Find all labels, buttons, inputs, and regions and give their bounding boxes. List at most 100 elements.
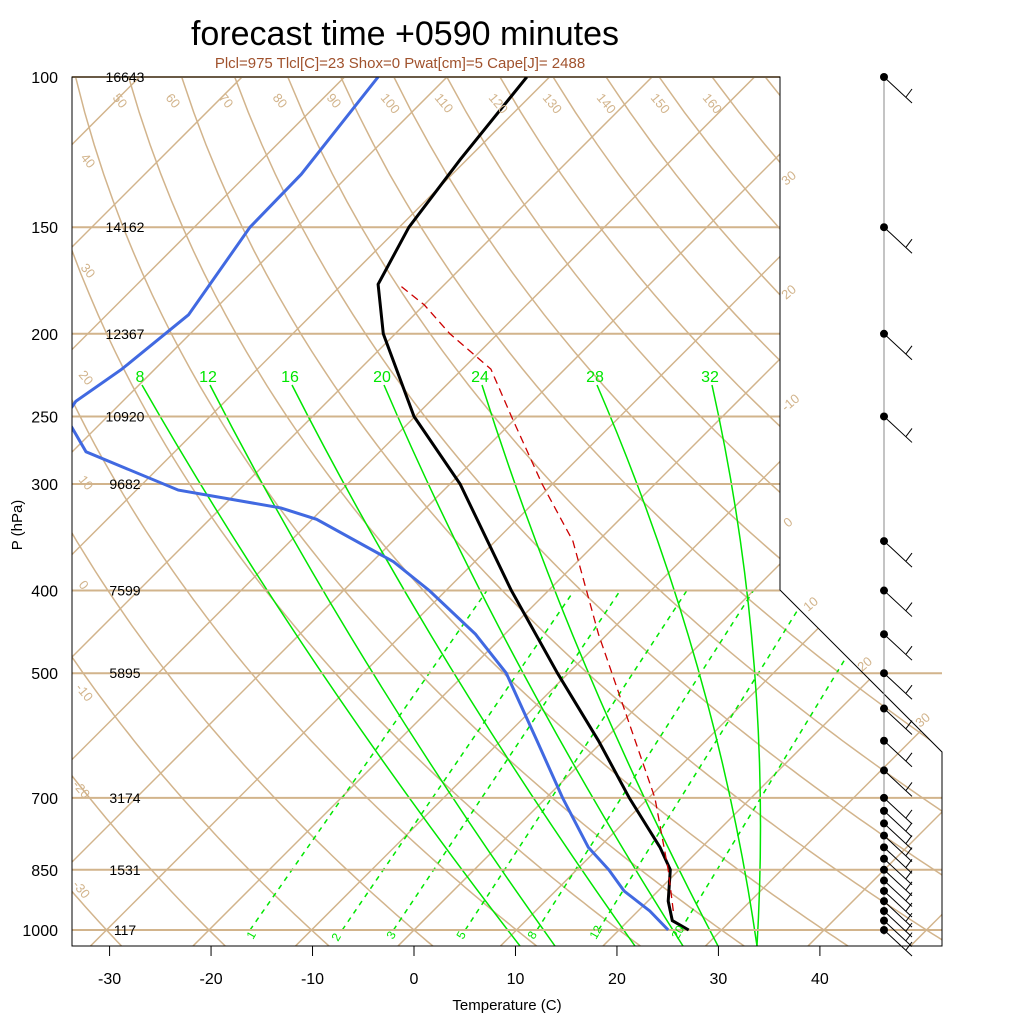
- moist-adiabat-label: 8: [136, 369, 145, 386]
- wind-barb: [883, 823, 913, 850]
- moist-adiabat-line: [596, 384, 758, 946]
- dry-adiabat-line: [366, 77, 942, 946]
- wind-barb: [883, 858, 913, 886]
- height-label: 117: [114, 922, 137, 938]
- x-tick-label: -10: [301, 971, 324, 988]
- x-tick-label: 0: [410, 971, 419, 988]
- isotherm-line: [497, 77, 942, 946]
- moist-adiabat-label: 16: [281, 369, 299, 386]
- dry-adiabat-label: 70: [216, 90, 237, 111]
- wind-barb: [883, 226, 913, 254]
- isotherm-line: [190, 77, 942, 946]
- dry-adiabat-line: [72, 77, 540, 946]
- wind-barb-flag: [905, 602, 913, 611]
- wind-barb-flag: [905, 645, 913, 655]
- pressure-tick-label: 300: [31, 477, 58, 494]
- isotherm-line: [395, 77, 942, 946]
- mixing-ratio-label: 12: [586, 923, 605, 942]
- height-label: 14162: [106, 219, 145, 235]
- dewpoint-profile: [72, 77, 670, 932]
- moist-adiabat-line: [481, 384, 719, 946]
- isotherm-label: 20: [76, 367, 97, 388]
- pressure-tick-label: 100: [31, 70, 58, 87]
- x-tick-label: -30: [98, 971, 121, 988]
- dry-adiabat-line: [72, 77, 332, 946]
- moist-adiabat-label: 12: [199, 369, 217, 386]
- wind-barb-flag: [905, 847, 913, 856]
- pressure-tick-label: 850: [31, 863, 58, 880]
- isotherm-right-label: 30: [912, 710, 933, 731]
- isotherm-line: [0, 0, 21, 948]
- wind-barb: [883, 797, 913, 825]
- wind-barb: [883, 869, 913, 897]
- wind-barb-flag: [905, 835, 913, 844]
- wind-barb: [883, 672, 913, 700]
- dry-adiabat-line: [595, 77, 942, 946]
- dry-adiabat-line: [0, 0, 20, 948]
- wind-barb-flag: [905, 870, 913, 880]
- wind-barb-flag: [905, 881, 913, 891]
- mixing-ratio-line: [536, 590, 755, 931]
- wind-barb-flag: [905, 88, 913, 98]
- dry-adiabat-line: [72, 77, 748, 946]
- height-label: 9682: [109, 476, 140, 492]
- dry-adiabat-label: 90: [324, 90, 345, 111]
- dry-adiabat-label: 110: [432, 90, 457, 116]
- moist-adiabat-line: [383, 384, 684, 946]
- wind-barb-flag: [905, 912, 913, 922]
- dry-adiabat-line: [779, 77, 942, 946]
- mixing-ratio-label: 2: [328, 930, 344, 943]
- x-tick-label: 20: [608, 971, 626, 988]
- wind-barb: [883, 770, 913, 797]
- dry-adiabat-line: [824, 77, 942, 946]
- dry-adiabat-label: 100: [378, 90, 403, 116]
- dry-adiabat-label: 80: [270, 90, 291, 111]
- isotherm-line: [600, 77, 942, 946]
- moist-adiabat-line: [291, 384, 636, 946]
- wind-barb-flag: [905, 552, 913, 562]
- isotherm-right-label: -10: [778, 391, 802, 415]
- isotherm-line: [72, 77, 942, 946]
- pressure-axis-labels: 100 150 200 250 300 400 500 700 850 1000: [22, 70, 58, 940]
- sounding-profiles: [72, 77, 690, 932]
- moist-adiabat-label: 28: [586, 369, 604, 386]
- isotherm-line: [72, 77, 842, 946]
- x-axis-label: Temperature (C): [452, 997, 561, 1014]
- dry-adiabat-line: [182, 77, 942, 946]
- wind-barb-flag: [905, 238, 913, 248]
- dry-adiabat-line: [503, 77, 942, 946]
- chart-title: forecast time +0590 minutes: [191, 15, 619, 53]
- dry-adiabat-line: [72, 77, 228, 946]
- wind-barb: [883, 540, 913, 568]
- pressure-tick-label: 250: [31, 409, 58, 426]
- mixing-ratio-label: 20: [668, 923, 687, 942]
- wind-barb: [883, 900, 913, 928]
- pressure-tick-label: 200: [31, 327, 58, 344]
- mixing-ratio-line: [249, 590, 488, 931]
- wind-profile: [880, 73, 913, 957]
- pressure-tick-label: 150: [31, 220, 58, 237]
- isotherm-right-label: 20: [854, 654, 875, 675]
- x-tick-label: -20: [199, 971, 222, 988]
- pressure-tick-label: 700: [31, 791, 58, 808]
- dry-adiabat-line: [72, 77, 124, 946]
- isotherm-right-label: 0: [780, 514, 795, 530]
- wind-barb: [883, 633, 913, 661]
- curve-labels: 50 60 70 80 90 100 110 120 130 140 150 160403020100…: [70, 90, 933, 943]
- isotherm-label: 40: [78, 150, 99, 171]
- isotherm-line: [72, 77, 740, 946]
- plot-frame: [71, 76, 943, 947]
- dry-adiabat-line: [320, 77, 942, 946]
- dry-adiabat-label: 60: [163, 90, 184, 111]
- dry-adiabat-line: [549, 77, 942, 946]
- wind-barb-flag: [905, 822, 913, 832]
- wind-barb: [883, 708, 913, 735]
- height-label: 5895: [109, 665, 140, 681]
- pressure-tick-label: 500: [31, 666, 58, 683]
- moist-adiabat-line: [141, 384, 521, 946]
- wind-barb: [883, 590, 913, 617]
- wind-barb: [883, 880, 913, 907]
- wind-barb-flag: [905, 922, 913, 932]
- isotherm-line: [292, 77, 942, 946]
- wind-barb: [883, 920, 913, 947]
